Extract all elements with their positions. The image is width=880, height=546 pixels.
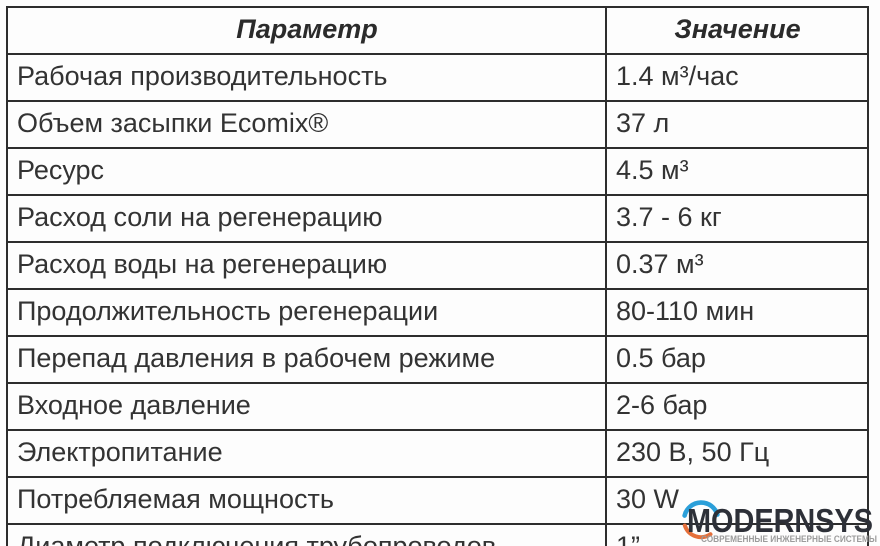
param-cell: Входное давление (6, 382, 607, 431)
param-cell: Потребляемая мощность (6, 476, 607, 525)
spec-table: Параметр Значение Рабочая производительн… (6, 6, 869, 546)
table-row: Объем засыпки Ecomix® 37 л (6, 100, 869, 149)
column-header-value: Значение (605, 6, 869, 55)
spec-table-wrap: Параметр Значение Рабочая производительн… (6, 6, 869, 546)
value-cell: 0.37 м³ (605, 241, 869, 290)
table-row: Диаметр подключения трубопроводов 1” (6, 523, 869, 546)
value-cell: 80-110 мин (605, 288, 869, 337)
param-cell: Объем засыпки Ecomix® (6, 100, 607, 149)
param-cell: Рабочая производительность (6, 53, 607, 102)
table-row: Расход воды на регенерацию 0.37 м³ (6, 241, 869, 290)
table-row: Расход соли на регенерацию 3.7 - 6 кг (6, 194, 869, 243)
table-row: Входное давление 2-6 бар (6, 382, 869, 431)
value-cell: 1.4 м³/час (605, 53, 869, 102)
param-cell: Перепад давления в рабочем режиме (6, 335, 607, 384)
param-cell: Электропитание (6, 429, 607, 478)
logo-circle-icon (682, 500, 720, 540)
param-cell: Продолжительность регенерации (6, 288, 607, 337)
value-cell: 3.7 - 6 кг (605, 194, 869, 243)
value-cell: 37 л (605, 100, 869, 149)
column-header-parameter: Параметр (6, 6, 607, 55)
table-row: Электропитание 230 В, 50 Гц (6, 429, 869, 478)
logo-wordmark: MODERNSYS (687, 502, 873, 539)
table-row: Перепад давления в рабочем режиме 0.5 ба… (6, 335, 869, 384)
value-cell: 0.5 бар (605, 335, 869, 384)
value-cell: 230 В, 50 Гц (605, 429, 869, 478)
value-cell: 2-6 бар (605, 382, 869, 431)
value-cell: 1” (605, 523, 869, 546)
param-cell: Расход соли на регенерацию (6, 194, 607, 243)
header-row: Параметр Значение (6, 6, 869, 55)
table-row: Рабочая производительность 1.4 м³/час (6, 53, 869, 102)
value-cell: 4.5 м³ (605, 147, 869, 196)
logo-arc-blue-icon (682, 500, 720, 518)
param-cell: Ресурс (6, 147, 607, 196)
modernsys-logo: MODERNSYS СОВРЕМЕННЫЕ ИНЖЕНЕРНЫЕ СИСТЕМЫ (674, 492, 880, 546)
logo-tagline: СОВРЕМЕННЫЕ ИНЖЕНЕРНЫЕ СИСТЕМЫ (701, 534, 877, 545)
table-row: Продолжительность регенерации 80-110 мин (6, 288, 869, 337)
param-cell: Диаметр подключения трубопроводов (6, 523, 607, 546)
table-row: Потребляемая мощность 30 W (6, 476, 869, 525)
param-cell: Расход воды на регенерацию (6, 241, 607, 290)
table-row: Ресурс 4.5 м³ (6, 147, 869, 196)
value-cell: 30 W (605, 476, 869, 525)
logo-arc-orange-icon (682, 523, 713, 540)
